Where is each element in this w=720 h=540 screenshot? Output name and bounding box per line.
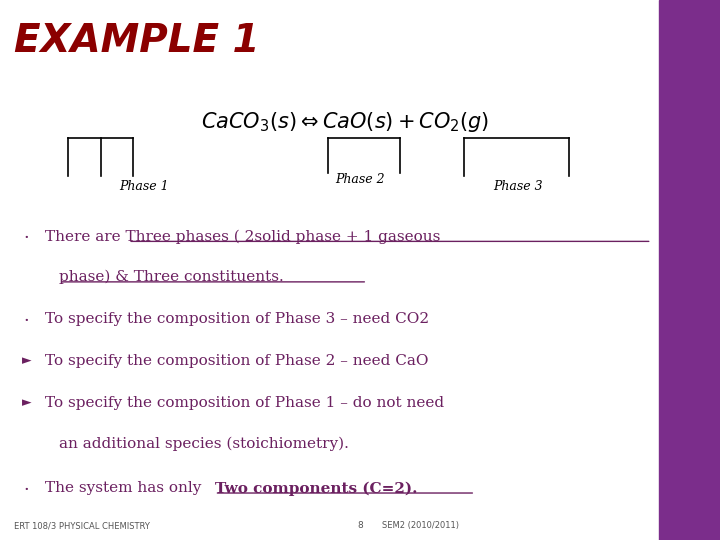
Text: EXAMPLE 1: EXAMPLE 1 (14, 22, 260, 59)
Bar (659, 0, 720, 540)
Text: $CaCO_3(s) \Leftrightarrow CaO(s) + CO_2(g)$: $CaCO_3(s) \Leftrightarrow CaO(s) + CO_2… (202, 110, 490, 133)
Text: Two components (C=2).: Two components (C=2). (215, 481, 417, 496)
Text: phase) & Three constituents.: phase) & Three constituents. (59, 270, 284, 285)
Text: Phase 2: Phase 2 (336, 173, 384, 186)
Text: To specify the composition of Phase 3 – need CO2: To specify the composition of Phase 3 – … (45, 312, 429, 326)
Text: ·: · (23, 230, 29, 247)
Text: 8: 8 (357, 521, 363, 530)
Text: ·: · (23, 312, 29, 330)
Text: There are Three phases ( 2solid phase + 1 gaseous: There are Three phases ( 2solid phase + … (45, 230, 440, 244)
Text: The system has only: The system has only (45, 481, 206, 495)
Text: To specify the composition of Phase 2 – need CaO: To specify the composition of Phase 2 – … (45, 354, 428, 368)
Text: Phase 3: Phase 3 (494, 180, 543, 193)
Text: ERT 108/3 PHYSICAL CHEMISTRY: ERT 108/3 PHYSICAL CHEMISTRY (14, 521, 150, 530)
Text: Phase 1: Phase 1 (120, 180, 168, 193)
Text: SEM2 (2010/2011): SEM2 (2010/2011) (382, 521, 459, 530)
Text: an additional species (stoichiometry).: an additional species (stoichiometry). (59, 437, 349, 451)
Text: To specify the composition of Phase 1 – do not need: To specify the composition of Phase 1 – … (45, 396, 444, 410)
Text: ►: ► (22, 354, 31, 367)
Text: ►: ► (22, 396, 31, 409)
Text: ·: · (23, 481, 29, 499)
